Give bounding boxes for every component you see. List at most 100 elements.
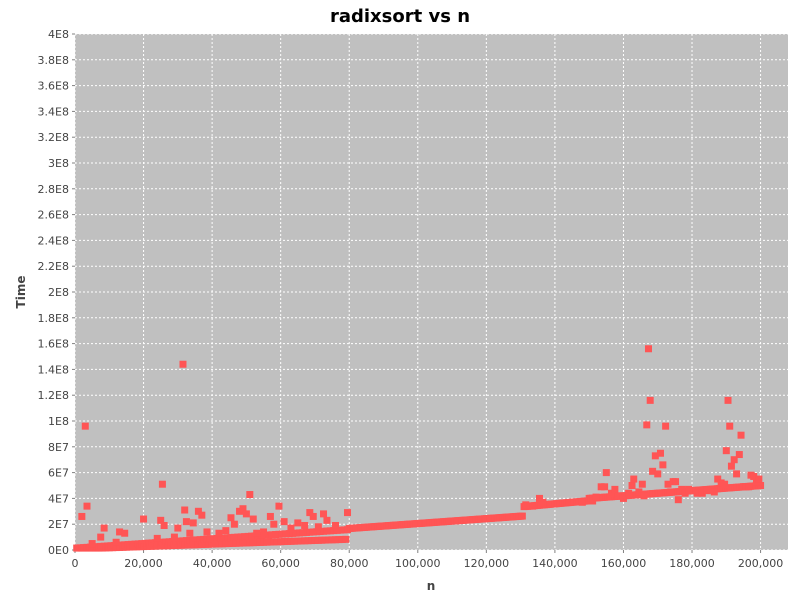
data-point	[656, 449, 664, 457]
x-tick-label: 80,000	[330, 557, 369, 570]
data-point	[160, 521, 168, 529]
data-point	[157, 516, 165, 524]
x-tick-label: 100,000	[395, 557, 441, 570]
data-point	[659, 461, 667, 469]
data-point	[628, 482, 636, 489]
data-point	[750, 472, 758, 480]
data-point	[710, 488, 718, 496]
data-point	[203, 528, 211, 536]
data-point	[88, 540, 96, 548]
data-point	[227, 514, 235, 522]
data-point	[323, 516, 331, 524]
y-tick-label: 2.2E8	[38, 260, 69, 273]
y-tick-label: 2E7	[48, 518, 69, 531]
data-point	[266, 512, 274, 520]
y-tick-label: 3.2E8	[38, 131, 69, 144]
y-axis-label: Time	[14, 276, 28, 309]
data-point	[222, 527, 230, 535]
data-point	[640, 492, 648, 500]
data-point	[737, 431, 745, 439]
data-point	[81, 422, 89, 430]
gridlines	[74, 33, 788, 551]
x-tick-label: 120,000	[464, 557, 510, 570]
data-point	[246, 491, 254, 499]
data-point	[745, 483, 753, 491]
data-point	[614, 492, 622, 500]
data-point	[592, 493, 600, 501]
y-tick-label: 4E7	[48, 492, 69, 505]
data-point	[630, 475, 638, 483]
data-point	[112, 538, 120, 546]
data-point	[186, 529, 194, 537]
data-point	[539, 498, 547, 506]
y-tick-label: 3.8E8	[38, 54, 69, 67]
data-point	[518, 512, 526, 520]
y-tick-label: 6E7	[48, 467, 69, 480]
data-point	[646, 396, 654, 404]
x-tick-label: 140,000	[532, 557, 578, 570]
data-point	[535, 494, 543, 502]
y-axis-ticks: 0E0 2E7 4E7 6E7 8E7 1E8 1.2E8 1.4E8 1.6E8 1.8E8 2E…	[38, 28, 75, 557]
data-point	[309, 512, 317, 520]
y-tick-label: 2.4E8	[38, 234, 69, 247]
data-point	[755, 475, 763, 483]
data-point	[678, 485, 686, 493]
data-point	[242, 510, 250, 518]
x-tick-label: 60,000	[261, 557, 300, 570]
data-point	[189, 519, 197, 527]
y-tick-label: 1.4E8	[38, 363, 69, 376]
y-tick-label: 2.6E8	[38, 209, 69, 222]
data-point	[287, 524, 295, 532]
data-point	[97, 533, 105, 541]
data-point	[607, 489, 615, 497]
x-tick-label: 200,000	[738, 557, 784, 570]
data-point	[714, 475, 722, 483]
data-point	[78, 512, 86, 520]
data-point	[121, 529, 129, 537]
data-point	[643, 421, 651, 429]
data-point	[619, 494, 627, 502]
data-point	[638, 480, 646, 488]
data-point	[667, 488, 675, 496]
data-point	[182, 518, 190, 526]
data-point	[239, 505, 247, 513]
data-point	[644, 345, 652, 353]
data-point	[727, 462, 735, 470]
y-tick-label: 3.4E8	[38, 105, 69, 118]
data-point	[733, 470, 741, 478]
data-point	[314, 523, 322, 531]
data-point	[253, 529, 261, 537]
y-tick-label: 3.6E8	[38, 80, 69, 93]
x-tick-label: 40,000	[193, 557, 232, 570]
data-point	[730, 456, 738, 464]
data-point	[332, 521, 340, 529]
data-point	[721, 480, 729, 488]
data-point	[194, 507, 202, 515]
data-point	[249, 515, 257, 523]
data-point	[757, 482, 765, 489]
data-point	[649, 467, 657, 475]
data-point	[170, 533, 178, 541]
data-point	[651, 452, 659, 460]
data-point	[662, 422, 670, 430]
y-tick-label: 2E8	[48, 286, 69, 299]
data-point	[522, 501, 530, 509]
data-point	[215, 529, 223, 537]
y-tick-label: 1E8	[48, 415, 69, 428]
data-point	[306, 509, 314, 517]
data-point	[301, 521, 309, 529]
x-tick-label: 160,000	[601, 557, 647, 570]
y-tick-label: 1.8E8	[38, 312, 69, 325]
data-point	[726, 422, 734, 430]
data-point	[260, 528, 268, 536]
data-point	[693, 489, 701, 497]
data-point	[320, 510, 328, 518]
x-axis-label: n	[427, 579, 436, 593]
data-point	[601, 483, 609, 491]
data-point	[611, 485, 619, 493]
data-point	[83, 502, 91, 510]
data-point	[116, 528, 124, 536]
y-tick-label: 1.6E8	[38, 338, 69, 351]
data-point	[344, 509, 352, 517]
